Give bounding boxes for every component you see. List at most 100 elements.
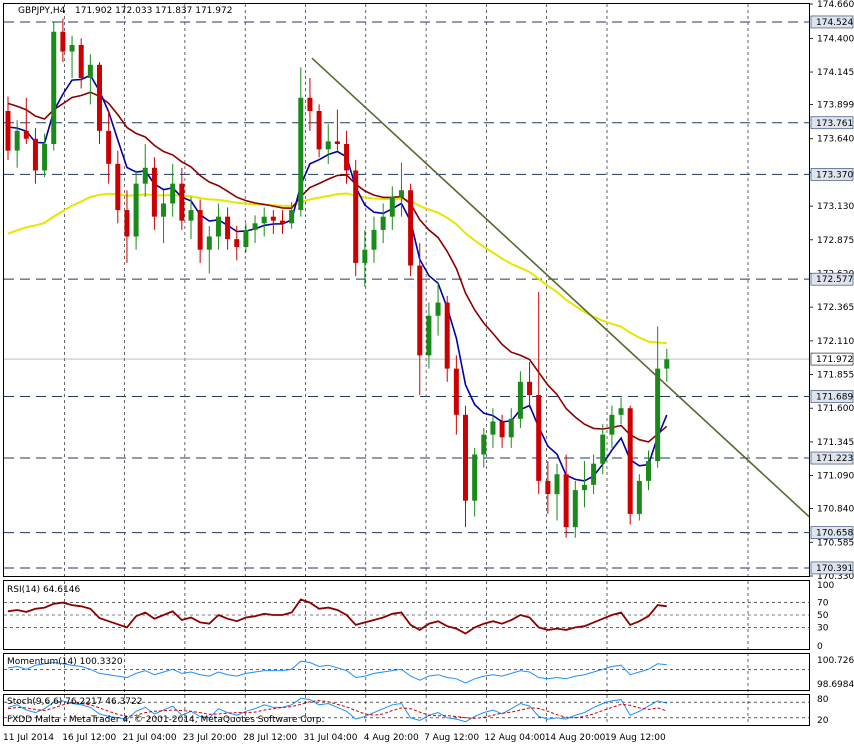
candle-bear: [151, 167, 157, 217]
price-level-label: 170.391: [816, 564, 853, 574]
candle-bull: [618, 408, 624, 415]
candle-bear: [444, 302, 450, 369]
candle-bear: [197, 210, 203, 250]
rsi-axis-label: 50: [817, 611, 829, 621]
time-axis-label: 11 Jul 2014: [3, 733, 54, 743]
candle-bear: [344, 144, 350, 171]
candle-bear: [270, 216, 276, 221]
candle-bull: [133, 183, 139, 237]
footer-copyright: FXDD Malta - MetaTrader 4, © 2001-2014, …: [7, 715, 324, 725]
candle-bear: [527, 381, 533, 396]
ma-slow-line: [7, 192, 667, 345]
price-axis-tick-label: 173.130: [817, 202, 854, 212]
ma-mid-line: [7, 91, 668, 443]
main-panel-frame: [3, 3, 810, 577]
price-level-label: 171.223: [816, 454, 853, 464]
time-axis-label: 31 Jul 04:00: [304, 733, 358, 743]
candle-bull: [362, 249, 368, 263]
rsi-axis-label: 0: [817, 642, 823, 652]
time-axis-label: 14 Aug 20:00: [545, 733, 606, 743]
candle-bull: [389, 196, 395, 217]
candle-bear: [179, 183, 185, 221]
price-level-tag: [810, 15, 854, 29]
candle-bull: [87, 64, 93, 78]
candle-bull: [655, 368, 661, 462]
price-axis-tick-label: 173.640: [817, 135, 854, 145]
candle-bull: [298, 97, 304, 211]
candle-bear: [353, 170, 359, 263]
stoch-panel-frame: [3, 694, 810, 726]
candle-bull: [664, 359, 670, 369]
time-axis-label: 16 Jul 12:00: [62, 733, 116, 743]
candle-bull: [261, 216, 267, 224]
candle-bull: [472, 454, 478, 501]
time-axis-label: 21 Jul 04:00: [123, 733, 177, 743]
horizontal-levels: [4, 21, 809, 569]
candle-bull: [243, 229, 249, 248]
price-level-tag: [810, 526, 854, 539]
time-axis-label: 23 Jul 20:00: [183, 733, 237, 743]
price-axis-tick-label: 172.875: [817, 236, 854, 246]
candle-bear: [115, 163, 121, 211]
candle-bull: [398, 190, 404, 197]
candle-bull: [581, 484, 587, 491]
price-axis-tick-label: 170.840: [817, 505, 854, 515]
price-axis-tick-label: 173.899: [817, 101, 854, 111]
candle-bull: [591, 463, 597, 485]
candle-bull: [600, 434, 606, 464]
price-axis-tick-label: 171.600: [817, 404, 854, 414]
price-level-tag: [810, 451, 854, 465]
candle-bull: [170, 183, 176, 204]
indicator-layer: 70 50 30 0 100 100.7266 98.6984 80 20: [4, 581, 854, 726]
price-level-labels: 174.524 173.761 173.370 172.577 171.689 171.2…: [810, 15, 854, 575]
price-level-label: 170.658: [816, 529, 853, 539]
candle-bear: [499, 421, 505, 438]
momentum-line: [7, 660, 667, 684]
candle-bear: [627, 408, 633, 514]
time-axis-label: 28 Jul 12:00: [243, 733, 297, 743]
rsi-axis-label: 30: [817, 623, 829, 633]
candlesticks: [5, 18, 670, 538]
price-level-label: 172.577: [816, 275, 853, 285]
price-axis-tick-label: 172.110: [817, 337, 854, 347]
price-level-tag: [810, 116, 854, 130]
candle-bear: [234, 239, 240, 248]
candle-bull: [215, 216, 221, 237]
candle-bear: [5, 111, 11, 151]
candle-bear: [334, 141, 340, 145]
stoch-axis-label: 80: [817, 695, 829, 705]
rsi-axis-label: 100: [817, 581, 834, 591]
candle-bull: [508, 418, 514, 438]
price-axis-tick-label: 174.660: [817, 0, 854, 10]
candle-bear: [124, 210, 130, 237]
time-axis: 11 Jul 2014 16 Jul 12:00 21 Jul 04:00 23 Ju…: [3, 733, 666, 743]
momentum-panel-frame: [3, 653, 810, 691]
candle-bear: [32, 138, 38, 171]
candle-bear: [78, 44, 84, 78]
stoch-signal-line: [7, 700, 667, 719]
candle-bull: [426, 315, 432, 356]
candle-bull: [609, 414, 615, 435]
candle-bull: [161, 203, 167, 217]
candle-bull: [481, 434, 487, 455]
rsi-label: RSI(14) 64.6146: [7, 585, 80, 595]
price-axis: 174.660 174.400 174.145 173.899 173.640 173.3…: [809, 0, 854, 582]
stoch-label: Stoch(9,6,6) 76.2217 46.3722: [7, 697, 142, 707]
price-axis-tick-label: 170.585: [817, 538, 854, 548]
time-axis-label: 7 Aug 12:00: [424, 733, 479, 743]
trendline-layer: [311, 57, 810, 518]
candle-bull: [517, 381, 523, 419]
candle-bear: [536, 395, 542, 481]
last-price-label: 171.972: [816, 355, 853, 365]
time-axis-label: 19 Aug 12:00: [605, 733, 666, 743]
candle-bull: [490, 421, 496, 435]
candle-bear: [316, 111, 322, 150]
time-axis-label: 4 Aug 20:00: [364, 733, 419, 743]
candle-bull: [380, 216, 386, 230]
stoch-main-line: [7, 697, 667, 723]
price-level-tag: [810, 390, 854, 403]
candle-bear: [417, 265, 423, 356]
candle-bear: [463, 414, 468, 501]
candle-bear: [280, 220, 285, 224]
